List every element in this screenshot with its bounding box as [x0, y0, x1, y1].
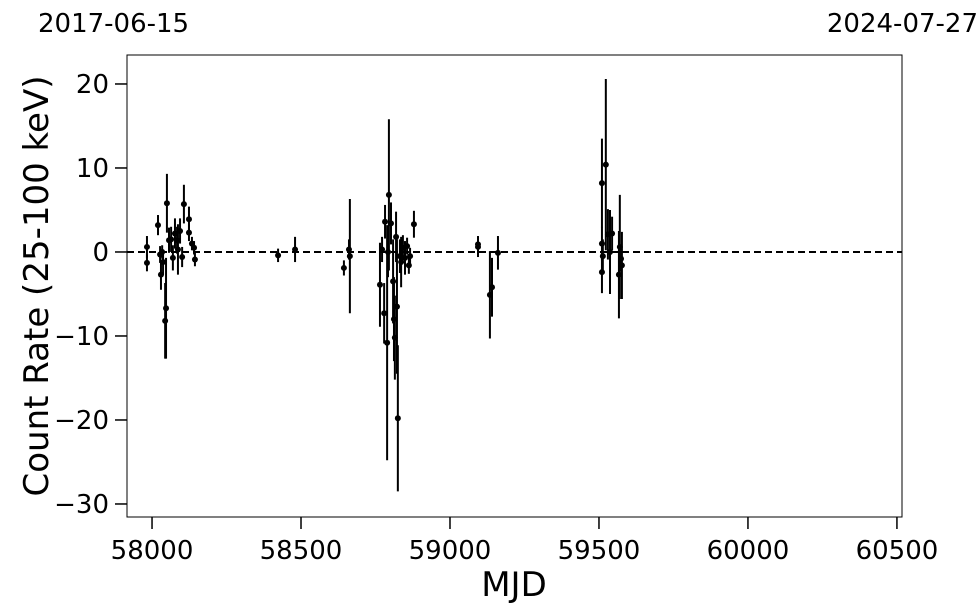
data-point — [174, 237, 181, 244]
data-point — [393, 303, 400, 310]
x-tick-label: 58000 — [111, 536, 194, 566]
y-axis-label: Count Rate (25-100 keV) — [17, 76, 57, 497]
data-point — [163, 200, 170, 207]
data-point — [489, 284, 496, 291]
y-tick-label: 0 — [92, 238, 109, 268]
data-point — [191, 256, 198, 263]
y-tick-label: 20 — [76, 70, 109, 100]
data-point — [179, 254, 186, 261]
data-point — [143, 259, 150, 266]
data-point — [163, 305, 170, 312]
x-tick-label: 60000 — [707, 536, 790, 566]
y-tick-label: 10 — [76, 154, 109, 184]
data-point — [185, 216, 192, 223]
x-tick-label: 58500 — [260, 536, 343, 566]
y-tick-label: −10 — [54, 322, 109, 352]
x-axis-label: MJD — [481, 565, 547, 605]
top-date-right: 2024-07-27 — [827, 9, 978, 39]
data-point — [404, 243, 411, 250]
data-point — [159, 248, 166, 255]
data-point — [407, 253, 414, 260]
data-point — [381, 310, 388, 317]
data-point — [168, 236, 175, 243]
data-point — [606, 248, 613, 255]
data-point — [494, 249, 501, 256]
data-point — [292, 246, 299, 253]
data-point — [185, 229, 192, 236]
data-point — [160, 259, 167, 266]
data-point — [376, 281, 383, 288]
data-point — [169, 254, 176, 261]
plot-frame — [126, 54, 903, 518]
data-point — [143, 243, 150, 250]
data-point — [384, 339, 391, 346]
data-point — [394, 415, 401, 422]
data-point — [154, 222, 161, 229]
data-point — [191, 244, 198, 251]
data-point — [602, 161, 609, 168]
data-point — [393, 233, 400, 240]
data-point — [275, 252, 282, 259]
data-point — [379, 246, 386, 253]
data-point — [340, 264, 347, 271]
data-point — [382, 218, 389, 225]
data-point — [609, 230, 616, 237]
x-tick-label: 59500 — [558, 536, 641, 566]
data-point — [180, 201, 187, 208]
data-point — [398, 259, 405, 266]
data-point — [346, 253, 353, 260]
data-point — [177, 227, 184, 234]
y-tick-label: −30 — [54, 490, 109, 520]
data-point — [385, 248, 392, 255]
data-point — [599, 253, 606, 260]
data-point — [474, 241, 481, 248]
x-tick-label: 59000 — [409, 536, 492, 566]
data-point — [410, 221, 417, 228]
top-date-left: 2017-06-15 — [38, 9, 189, 39]
data-point — [618, 255, 625, 262]
x-tick-label: 60500 — [856, 536, 939, 566]
y-tick-label: −20 — [54, 406, 109, 436]
data-point — [387, 220, 394, 227]
data-point — [598, 180, 605, 187]
data-point — [401, 254, 408, 261]
data-point — [385, 191, 392, 198]
